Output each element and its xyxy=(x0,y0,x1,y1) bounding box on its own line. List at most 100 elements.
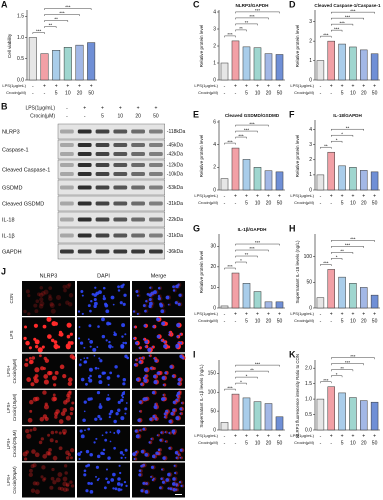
y-tick-label: 4 xyxy=(309,127,312,133)
nucleus xyxy=(119,301,123,305)
lps-label: + xyxy=(267,193,270,199)
row-label: Crocin(μM) xyxy=(198,200,219,205)
nucleus xyxy=(152,325,155,328)
blot-band xyxy=(77,129,92,134)
nucleus xyxy=(109,409,114,414)
row-label: LPS+ xyxy=(6,438,11,450)
panel-label: D xyxy=(289,0,296,9)
nucleus xyxy=(139,429,141,432)
nucleus xyxy=(153,405,158,409)
crocin-label: 50 xyxy=(277,200,283,206)
red-signal xyxy=(42,478,46,482)
red-signal xyxy=(27,417,33,423)
red-signal xyxy=(66,334,71,339)
nucleus xyxy=(113,446,116,450)
crocin-label: 50 xyxy=(372,440,378,446)
y-tick-label: 2.0 xyxy=(305,366,312,372)
red-signal xyxy=(54,415,58,419)
blot-strip xyxy=(57,139,166,160)
nucleus xyxy=(169,487,173,491)
lps-label: + xyxy=(341,193,344,199)
significance-label: *** xyxy=(345,243,351,248)
nucleus xyxy=(96,390,101,395)
red-signal xyxy=(52,393,56,397)
nucleus xyxy=(138,357,141,360)
nucleus xyxy=(117,289,121,292)
nucleus xyxy=(94,417,98,421)
red-signal xyxy=(69,332,73,336)
bar xyxy=(349,397,357,431)
nucleus xyxy=(114,365,118,369)
nucleus xyxy=(81,312,84,315)
nucleus xyxy=(93,441,96,444)
nucleus xyxy=(179,448,183,452)
significance-bracket xyxy=(331,135,354,137)
blot-band xyxy=(95,163,110,167)
nucleus xyxy=(98,380,103,385)
red-signal xyxy=(57,472,63,477)
nucleus xyxy=(124,448,128,452)
red-signal xyxy=(32,427,37,432)
nucleus xyxy=(144,453,148,457)
red-signal xyxy=(39,417,45,422)
chart-title: Cleaved Caspase-1/Caspase-1 xyxy=(314,3,381,8)
red-signal xyxy=(50,476,55,481)
significance-label: *** xyxy=(255,8,261,13)
red-signal xyxy=(42,414,48,419)
nucleus xyxy=(148,441,151,444)
y-axis-label: Supernatant IL-1β levels (ng/L) xyxy=(199,364,204,428)
nucleus xyxy=(122,302,126,306)
crocin-label: 5 xyxy=(245,318,248,324)
red-signal xyxy=(65,450,70,455)
bar xyxy=(220,178,229,191)
row-label: LPS+ xyxy=(6,365,11,377)
lps-label: + xyxy=(267,433,270,439)
red-signal xyxy=(32,481,37,486)
nucleus xyxy=(144,489,149,494)
red-signal xyxy=(26,377,32,382)
nucleus xyxy=(143,367,148,372)
significance-bracket xyxy=(331,246,364,248)
bar xyxy=(349,46,357,81)
nucleus xyxy=(107,456,111,460)
red-signal xyxy=(26,433,32,439)
red-signal xyxy=(61,428,67,434)
nucleus xyxy=(137,418,141,423)
red-signal xyxy=(52,480,57,485)
chart-title: NLRP3/GAPDH xyxy=(236,3,270,8)
chart-title: Cleaved GSDMD/GSDMD xyxy=(225,113,280,118)
nucleus xyxy=(117,408,121,412)
red-signal xyxy=(38,304,44,309)
blot-band xyxy=(113,201,128,206)
nucleus xyxy=(140,449,145,454)
crocin-label: 5 xyxy=(341,200,344,206)
red-signal xyxy=(54,411,59,416)
nucleus xyxy=(143,324,147,328)
y-tick-label: 10 xyxy=(210,285,216,291)
significance-bracket xyxy=(320,381,332,384)
nucleus xyxy=(85,489,89,493)
bar xyxy=(360,170,368,191)
blot-band xyxy=(149,129,163,134)
nucleus xyxy=(178,293,182,297)
red-signal xyxy=(28,346,32,350)
crocin-label: 50 xyxy=(153,113,159,119)
lps-label: - xyxy=(224,311,226,317)
blot-band xyxy=(60,152,74,156)
y-tick-label: 4 xyxy=(213,9,216,15)
blot-band xyxy=(95,152,110,156)
blot-band xyxy=(131,217,145,222)
bar xyxy=(338,43,346,81)
nucleus xyxy=(172,432,175,435)
y-tick-label: 0.0 xyxy=(17,77,24,83)
bar xyxy=(220,62,229,81)
bar xyxy=(316,174,325,191)
blot-strip xyxy=(57,123,166,140)
nucleus xyxy=(154,403,157,406)
crocin-label: 10 xyxy=(255,90,261,96)
panel-label: F xyxy=(289,109,295,119)
significance-bracket xyxy=(235,370,269,373)
lps-label: + xyxy=(362,193,365,199)
red-signal xyxy=(63,400,68,405)
nucleus xyxy=(93,293,97,297)
